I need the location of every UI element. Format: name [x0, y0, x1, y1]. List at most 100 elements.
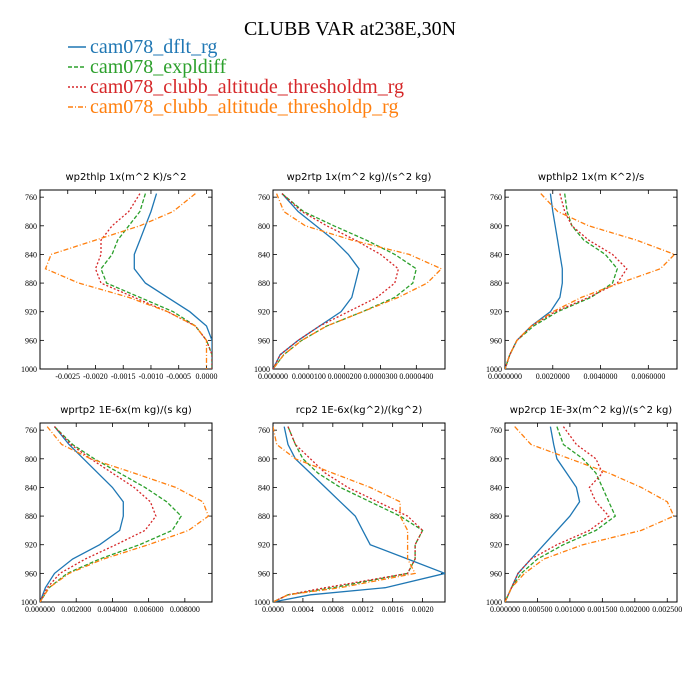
y-tick-label: 960	[258, 336, 270, 345]
y-tick-label: 1000	[486, 598, 502, 607]
y-tick-label: 960	[490, 336, 502, 345]
y-tick-label: 960	[25, 336, 37, 345]
series-line	[505, 426, 581, 602]
x-tick-label: 0.0040000	[584, 372, 618, 381]
legend-label: cam078_dflt_rg	[90, 36, 217, 58]
series-line	[273, 193, 443, 369]
x-tick-label: 0.0012	[352, 605, 374, 614]
panel: wp2thlp 1x(m^2 K)/s^2 760 800 840 880 920 960 1…	[21, 172, 217, 381]
x-tick-label: 0.001500	[587, 605, 617, 614]
panel-title: wpthlp2 1x(m K^2)/s	[538, 172, 644, 183]
x-tick-label: -0.0015	[111, 372, 136, 381]
series-line	[100, 193, 212, 369]
x-tick-label: 0.000000	[25, 605, 55, 614]
panel: wprtp2 1E-6x(m kg)/(s kg) 760 800 840 880 920…	[21, 405, 213, 614]
y-tick-label: 880	[258, 512, 270, 521]
series-line	[40, 426, 124, 602]
y-tick-label: 760	[258, 426, 270, 435]
series-line	[505, 426, 610, 602]
x-tick-label: 0.004000	[97, 605, 127, 614]
x-tick-label: 0.001000	[555, 605, 585, 614]
x-tick-label: -0.0010	[139, 372, 164, 381]
y-tick-label: 880	[490, 512, 502, 521]
y-tick-label: 1000	[486, 365, 502, 374]
panel-title: wp2rcp 1E-3x(m^2 kg)/(s^2 kg)	[510, 405, 673, 416]
panel: wp2rtp 1x(m^2 kg)/(s^2 kg) 760 800 840 880 92…	[254, 172, 446, 381]
x-tick-label: 0.0000300	[364, 372, 398, 381]
x-tick-label: 0.0000100	[292, 372, 326, 381]
x-tick-label: 0.000000	[490, 605, 520, 614]
series-line	[505, 193, 676, 369]
y-tick-label: 800	[258, 455, 270, 464]
x-tick-label: 0.0008	[322, 605, 344, 614]
x-tick-label: 0.0020000	[536, 372, 570, 381]
panel: rcp2 1E-6x(kg^2)/(kg^2) 760 800 840 880 920 96…	[254, 405, 446, 614]
y-tick-label: 920	[490, 541, 502, 550]
x-tick-label: 0.0000400	[399, 372, 433, 381]
x-tick-label: -0.0025	[55, 372, 80, 381]
x-tick-label: 0.006000	[134, 605, 164, 614]
panel: wp2rcp 1E-3x(m^2 kg)/(s^2 kg) 760 800 840 88…	[486, 405, 682, 614]
series-line	[94, 193, 212, 369]
y-tick-label: 760	[490, 426, 502, 435]
y-tick-label: 920	[258, 541, 270, 550]
y-tick-label: 760	[25, 426, 37, 435]
figure-title: CLUBB VAR at238E,30N	[244, 18, 456, 40]
x-tick-label: 0.0004	[292, 605, 314, 614]
series-line	[273, 193, 400, 369]
plot-frame	[39, 422, 213, 603]
legend-entry: cam078_expldiff	[68, 56, 227, 78]
x-tick-label: 0.008000	[170, 605, 200, 614]
x-tick-label: 0.000500	[522, 605, 552, 614]
legend-entry: cam078_clubb_altitude_thresholdp_rg	[68, 96, 398, 118]
series-line	[133, 193, 212, 369]
legend-label: cam078_expldiff	[90, 56, 227, 78]
panel-title: wp2rtp 1x(m^2 kg)/(s^2 kg)	[287, 172, 432, 183]
y-tick-label: 840	[25, 250, 37, 259]
legend-entry: cam078_dflt_rg	[68, 36, 217, 58]
series-line	[273, 426, 445, 602]
panel-title: wprtp2 1E-6x(m kg)/(s kg)	[60, 405, 192, 416]
y-tick-label: 1000	[21, 598, 37, 607]
y-tick-label: 880	[25, 279, 37, 288]
x-tick-label: 0.0000	[195, 372, 217, 381]
legend-label: cam078_clubb_altitude_thresholdm_rg	[90, 76, 404, 98]
y-tick-label: 880	[25, 512, 37, 521]
y-tick-label: 800	[25, 222, 37, 231]
plot-frame	[504, 422, 678, 603]
x-tick-label: -0.0020	[83, 372, 108, 381]
x-tick-label: 0.0016	[382, 605, 404, 614]
x-tick-label: 0.0020	[412, 605, 434, 614]
series-line	[40, 426, 210, 602]
legend-label: cam078_clubb_altitude_thresholdp_rg	[90, 96, 398, 118]
y-tick-label: 840	[490, 483, 502, 492]
series-line	[273, 426, 417, 602]
x-tick-label: 0.0060000	[631, 372, 665, 381]
series-line	[505, 426, 617, 602]
x-tick-label: 0.0000200	[328, 372, 362, 381]
panels: wp2thlp 1x(m^2 K)/s^2 760 800 840 880 920 960 1…	[21, 172, 682, 614]
y-tick-label: 920	[258, 308, 270, 317]
y-tick-label: 960	[490, 569, 502, 578]
x-tick-label: 0.000000	[258, 372, 288, 381]
plot-frame	[504, 189, 678, 370]
y-tick-label: 800	[490, 455, 502, 464]
panel-title: wp2thlp 1x(m^2 K)/s^2	[65, 172, 186, 183]
series-line	[273, 193, 418, 369]
x-tick-label: -0.0005	[166, 372, 191, 381]
series-line	[273, 426, 424, 602]
y-tick-label: 920	[490, 308, 502, 317]
legend: cam078_dflt_rgcam078_expldiffcam078_club…	[68, 36, 404, 118]
panel-title: rcp2 1E-6x(kg^2)/(kg^2)	[296, 405, 423, 416]
y-tick-label: 840	[258, 250, 270, 259]
y-tick-label: 840	[25, 483, 37, 492]
y-tick-label: 920	[25, 541, 37, 550]
y-tick-label: 880	[490, 279, 502, 288]
x-tick-label: 0.002000	[61, 605, 91, 614]
plot-frame	[39, 189, 213, 370]
series-line	[273, 193, 360, 369]
y-tick-label: 960	[25, 569, 37, 578]
y-tick-label: 1000	[21, 365, 37, 374]
y-tick-label: 760	[258, 193, 270, 202]
